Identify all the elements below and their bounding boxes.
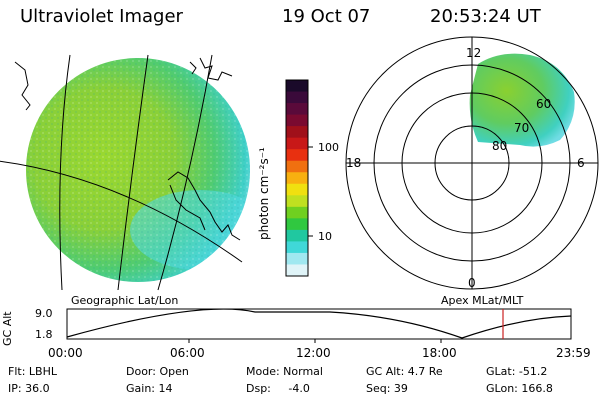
info-glat: GLat: -51.2 <box>486 365 548 378</box>
colorbar-swatch <box>286 114 308 127</box>
colorbar-swatch <box>286 229 308 242</box>
coastline <box>167 171 241 241</box>
colorbar-swatch <box>286 126 308 139</box>
mlt-label-12: 12 <box>466 46 482 60</box>
altitude-curve <box>66 308 572 339</box>
colorbar-swatch <box>286 160 308 173</box>
grid-line <box>117 54 149 291</box>
polar-panel-label: Apex MLat/MLT <box>441 294 524 307</box>
time-tick-2359: 23:59 <box>556 346 591 360</box>
grid-line <box>0 160 243 263</box>
time-label: 20:53:24 UT <box>430 6 541 27</box>
coastline <box>14 61 31 111</box>
coastline <box>189 61 197 75</box>
mlt-label-18: 18 <box>346 156 362 170</box>
geo-image-panel <box>0 54 250 291</box>
time-tick-0600: 06:00 <box>170 346 205 360</box>
info-filter: Flt: LBHL <box>8 365 57 378</box>
time-tick-1800: 18:00 <box>422 346 457 360</box>
lat-label-80: 80 <box>492 139 508 153</box>
colorbar-swatch <box>286 80 308 93</box>
mlt-label-6: 6 <box>577 156 585 170</box>
geo-panel-label: Geographic Lat/Lon <box>71 294 179 307</box>
instrument-title: Ultraviolet Imager <box>20 6 183 27</box>
info-gc-alt: GC Alt: 4.7 Re <box>366 365 443 378</box>
colorbar-tick-100: 100 <box>318 141 339 154</box>
polar-panel <box>345 36 599 290</box>
info-dsp: Dsp: -4.0 <box>246 382 310 395</box>
mlt-label-0: 0 <box>468 276 476 290</box>
colorbar-swatch <box>286 91 308 104</box>
colorbar-swatch <box>286 172 308 185</box>
colorbar-swatch <box>286 241 308 254</box>
coastline <box>199 57 233 81</box>
time-tick-0000: 00:00 <box>48 346 83 360</box>
altitude-ylabel: GC Alt <box>1 311 14 346</box>
time-tick-1200: 12:00 <box>296 346 331 360</box>
info-gain: Gain: 14 <box>126 382 173 395</box>
info-door: Door: Open <box>126 365 189 378</box>
colorbar-swatch <box>286 264 308 277</box>
colorbar-swatch <box>286 218 308 231</box>
colorbar-units-label: photon cm⁻²s⁻¹ <box>257 147 271 240</box>
grid-line <box>59 54 71 291</box>
info-mode: Mode: Normal <box>246 365 323 378</box>
colorbar-swatch <box>286 137 308 150</box>
info-seq: Seq: 39 <box>366 382 408 395</box>
alt-tick-1.8: 1.8 <box>35 328 53 341</box>
colorbar <box>285 79 309 277</box>
colorbar-swatch <box>286 149 308 162</box>
colorbar-swatch <box>286 195 308 208</box>
colorbar-swatch <box>286 183 308 196</box>
altitude-plot <box>66 308 572 343</box>
grid-line <box>157 54 213 291</box>
colorbar-swatch <box>286 252 308 265</box>
lat-label-70: 70 <box>514 121 530 135</box>
colorbar-swatch <box>286 206 308 219</box>
aurora-oval <box>469 53 575 147</box>
date-label: 19 Oct 07 <box>282 6 371 27</box>
colorbar-tick-10: 10 <box>318 230 332 243</box>
colorbar-swatch <box>286 103 308 116</box>
info-glon: GLon: 166.8 <box>486 382 553 395</box>
lat-label-60: 60 <box>536 97 552 111</box>
coastline <box>169 184 206 231</box>
alt-tick-9: 9.0 <box>35 307 53 320</box>
info-ip: IP: 36.0 <box>8 382 50 395</box>
